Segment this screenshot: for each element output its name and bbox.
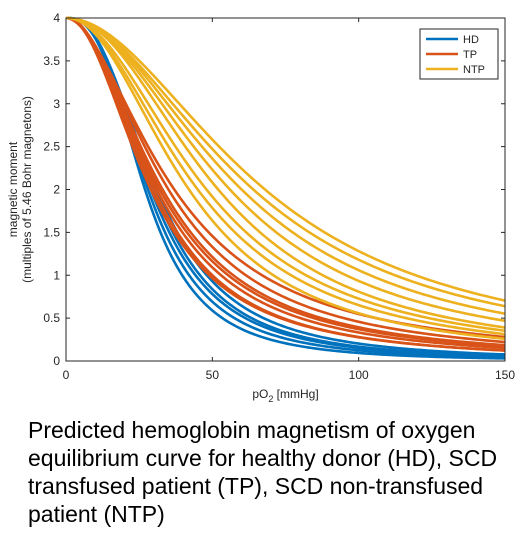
y-tick-label: 2.5	[43, 140, 60, 154]
x-axis-label-base: pO	[252, 387, 268, 401]
axis-ticks: 0 50 100 150 0 0.5 1 1.5 2 2.5 3 3.5 4	[43, 11, 515, 382]
y-tick-label: 0	[53, 354, 60, 368]
legend-label-tp: TP	[463, 49, 477, 61]
x-axis-label-subscript: 2	[268, 394, 273, 404]
y-tick-label: 4	[53, 11, 60, 25]
x-tick-label: 100	[349, 368, 369, 382]
figure-caption: Predicted hemoglobin magnetism of oxygen…	[28, 417, 498, 527]
x-axis-label: pO2 [mmHg]	[252, 387, 318, 404]
series-line-tp-11	[65, 16, 506, 344]
y-tick-label: 3	[53, 97, 60, 111]
x-tick-label: 0	[63, 368, 70, 382]
series-line-ntp-16	[65, 16, 506, 329]
series-line-ntp-20	[65, 16, 506, 302]
series-line-ntp-18	[65, 16, 506, 315]
series-line-tp-8	[65, 16, 506, 350]
y-axis-label-line1: magnetic moment	[6, 141, 20, 237]
y-axis-label-line2: (multiples of 5.46 Bohr magnetons)	[20, 96, 34, 283]
series-line-ntp-17	[65, 16, 506, 323]
y-tick-label: 3.5	[43, 54, 60, 68]
series-line-ntp-13	[65, 16, 506, 341]
legend-label-hd: HD	[463, 34, 479, 46]
x-tick-label: 150	[495, 368, 515, 382]
x-axis-label-unit: [mmHg]	[273, 387, 318, 401]
y-tick-label: 1.5	[43, 225, 60, 239]
y-tick-label: 0.5	[43, 311, 60, 325]
series-line-ntp-14	[65, 16, 506, 336]
legend-label-ntp: NTP	[463, 64, 485, 76]
y-tick-label: 2	[53, 183, 60, 197]
series-line-ntp-19	[65, 16, 506, 308]
series-line-tp-7	[65, 16, 506, 352]
x-tick-label: 50	[206, 368, 220, 382]
y-tick-label: 1	[53, 268, 60, 282]
series-curves	[65, 16, 506, 360]
series-line-ntp-15	[65, 16, 506, 333]
legend: HD TP NTP	[419, 28, 499, 80]
series-line-hd-1	[65, 16, 506, 360]
series-line-tp-10	[65, 16, 506, 347]
